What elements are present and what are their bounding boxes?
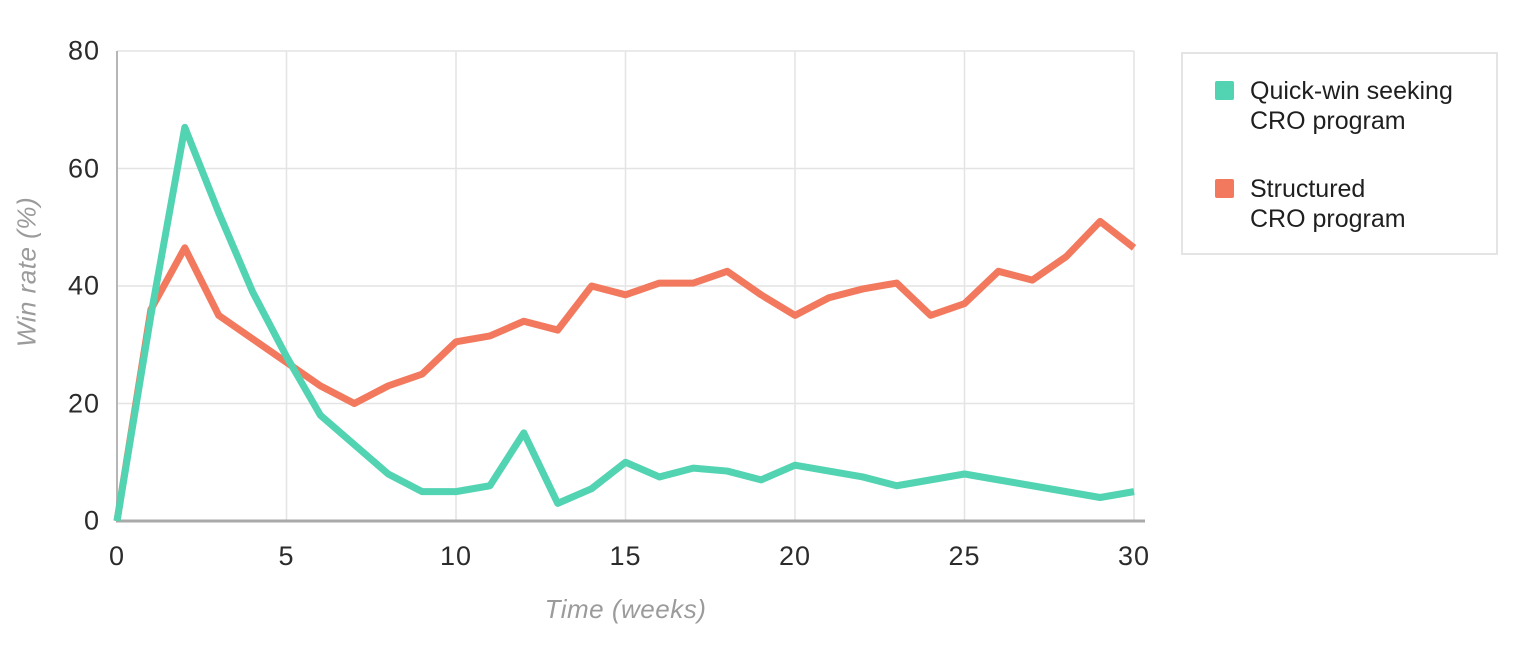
y-tick-label: 0	[83, 505, 100, 536]
legend-label-line: CRO program	[1250, 205, 1406, 233]
legend-label-quickwin: Quick-win seeking CRO program	[1250, 76, 1453, 136]
x-tick-label: 15	[609, 541, 642, 571]
legend-item-quickwin: Quick-win seeking CRO program	[1215, 76, 1488, 136]
x-tick-label: 30	[1117, 541, 1151, 571]
x-axis-title: Time (weeks)	[544, 594, 707, 624]
x-tick-label: 0	[108, 541, 126, 571]
y-axis-tick-labels: 0 20 40 60 80	[0, 36, 100, 536]
legend: Quick-win seeking CRO program Structured…	[1181, 52, 1498, 255]
legend-label-line: Structured	[1250, 175, 1366, 203]
y-tick-label: 80	[67, 35, 100, 66]
x-axis-tick-labels: 0 5 10 15 20 25 30	[109, 541, 1149, 575]
y-tick-label: 40	[67, 270, 100, 301]
plot-area	[113, 50, 1145, 523]
x-tick-label: 5	[278, 541, 295, 571]
x-tick-label: 25	[948, 541, 981, 571]
legend-label-line: CRO program	[1250, 107, 1406, 135]
x-tick-label: 20	[778, 541, 812, 571]
legend-label-structured: Structured CRO program	[1250, 174, 1406, 234]
legend-item-structured: Structured CRO program	[1215, 174, 1488, 234]
axis-lines	[116, 51, 1145, 523]
x-tick-label: 10	[439, 541, 473, 571]
legend-swatch-quickwin	[1215, 81, 1234, 100]
y-tick-label: 20	[67, 388, 100, 418]
legend-swatch-structured	[1215, 179, 1234, 198]
legend-label-line: Quick-win seeking	[1250, 77, 1453, 105]
gridlines	[117, 50, 1135, 521]
series-line-quickwin-cro-program	[113, 123, 1135, 522]
y-tick-label: 60	[67, 153, 100, 183]
